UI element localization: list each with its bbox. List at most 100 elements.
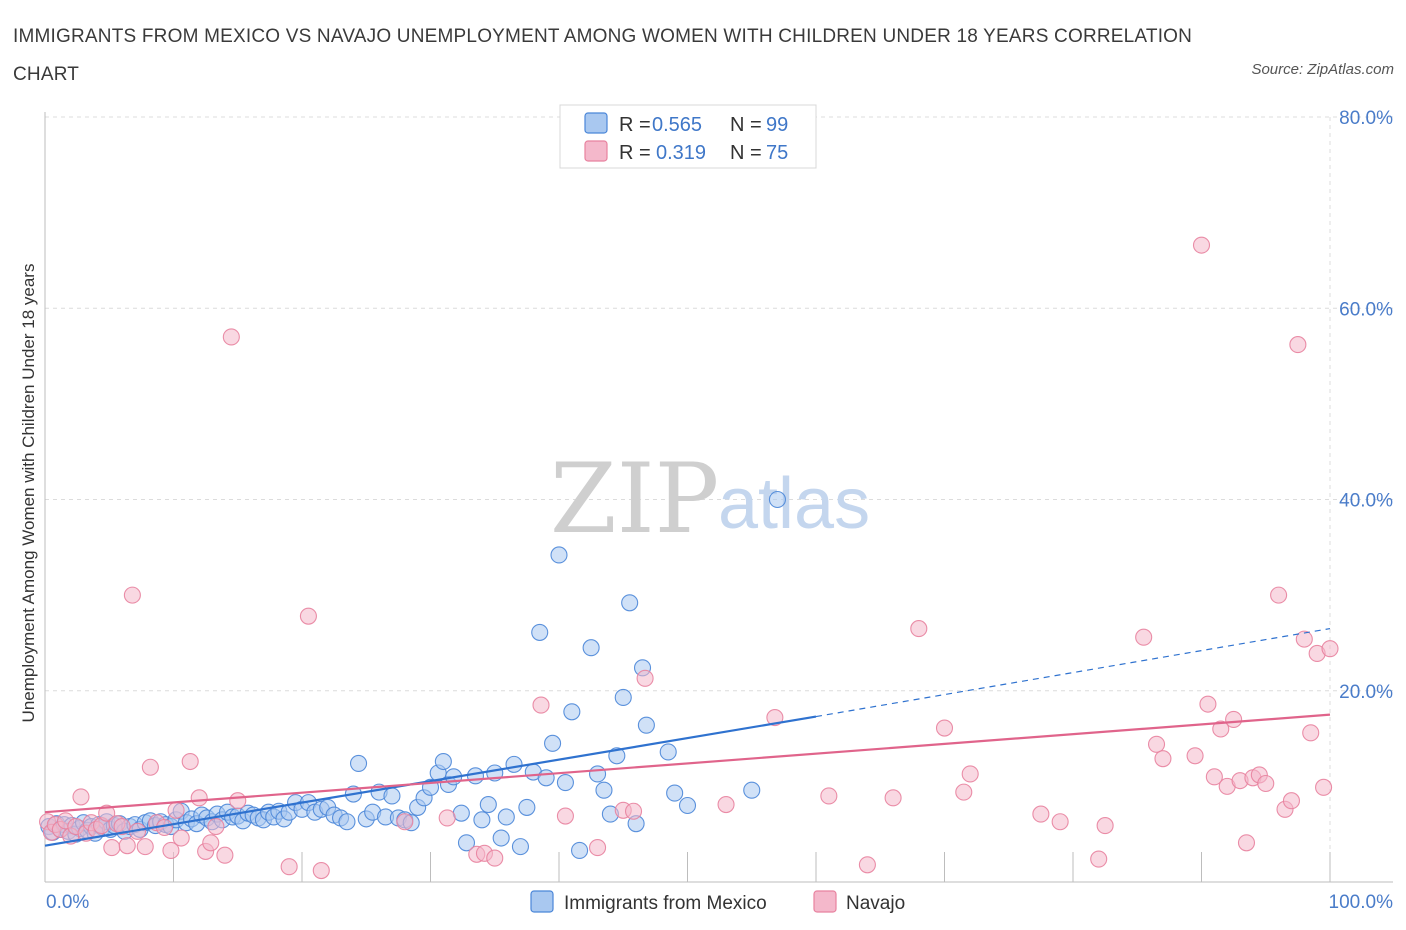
point-navajo-44 — [588, 839, 607, 857]
point-navajo-64 — [1186, 747, 1204, 765]
y-tick-label-40: 40.0% — [1339, 491, 1393, 512]
axes — [44, 112, 1393, 883]
point-mexico-96 — [571, 841, 589, 859]
trend-lines — [44, 628, 1331, 847]
point-navajo-47 — [636, 669, 654, 687]
legend-r-value-2: 0.319 — [656, 142, 706, 164]
point-navajo-34 — [280, 858, 298, 876]
point-navajo-70 — [1225, 710, 1243, 728]
point-mexico-81 — [473, 811, 491, 829]
x-tick-label-100: 100.0% — [1329, 892, 1394, 913]
point-mexico-87 — [511, 838, 530, 856]
legend-bottom-swatch-navajo — [813, 890, 837, 913]
legend-swatch-navajo — [584, 140, 608, 162]
point-navajo-83 — [1315, 778, 1333, 796]
point-mexico-111 — [768, 490, 787, 509]
point-mexico-90 — [531, 623, 549, 641]
legend-bottom-label-navajo: Navajo — [846, 893, 905, 914]
point-navajo-53 — [910, 620, 928, 638]
point-navajo-27 — [190, 789, 208, 807]
point-navajo-37 — [396, 813, 414, 831]
point-navajo-12 — [98, 804, 116, 822]
point-navajo-62 — [1147, 735, 1166, 753]
point-navajo-61 — [1135, 628, 1153, 646]
point-navajo-23 — [162, 841, 180, 859]
x-tick-label-0: 0.0% — [46, 892, 89, 913]
legend-n-value-2: 75 — [766, 142, 788, 164]
point-navajo-38 — [438, 809, 456, 827]
point-navajo-57 — [1032, 805, 1050, 823]
point-navajo-41 — [486, 849, 504, 867]
point-navajo-32 — [222, 328, 240, 346]
legend-n-label-1: N = — [730, 114, 762, 136]
y-tick-label-80: 80.0% — [1339, 108, 1393, 129]
y-tick-labels: 20.0% 40.0% 60.0% 80.0% — [1339, 108, 1393, 703]
point-navajo-49 — [766, 708, 784, 727]
point-navajo-19 — [136, 838, 154, 856]
point-navajo-50 — [820, 787, 838, 805]
point-navajo-55 — [955, 783, 973, 801]
point-mexico-98 — [588, 765, 607, 783]
point-mexico-93 — [550, 546, 568, 564]
legend-n-label-2: N = — [730, 142, 762, 164]
point-navajo-36 — [312, 861, 330, 880]
point-mexico-88 — [518, 798, 536, 816]
point-mexico-78 — [452, 804, 470, 822]
point-mexico-107 — [659, 743, 677, 761]
point-navajo-66 — [1199, 695, 1217, 713]
point-navajo-52 — [884, 789, 902, 807]
series-navajo — [39, 236, 1339, 880]
legend-bottom-swatch-mexico — [530, 890, 554, 913]
point-navajo-54 — [935, 719, 954, 737]
point-mexico-85 — [497, 808, 515, 826]
point-mexico-95 — [563, 703, 581, 721]
y-tick-label-60: 60.0% — [1339, 299, 1393, 320]
y-tick-label-20: 20.0% — [1339, 682, 1393, 703]
point-navajo-63 — [1154, 750, 1172, 768]
point-mexico-94 — [556, 773, 574, 792]
point-navajo-58 — [1051, 813, 1069, 831]
point-navajo-30 — [207, 817, 225, 836]
point-navajo-20 — [141, 758, 159, 776]
point-navajo-31 — [216, 846, 234, 864]
point-navajo-17 — [123, 586, 141, 604]
point-navajo-84 — [1321, 640, 1339, 658]
point-mexico-109 — [678, 796, 697, 815]
point-navajo-79 — [1289, 336, 1307, 354]
point-mexico-103 — [621, 594, 639, 612]
y-axis-label: Unemployment Among Women with Children U… — [19, 264, 38, 723]
point-navajo-48 — [717, 795, 735, 814]
point-mexico-82 — [479, 795, 497, 814]
point-navajo-81 — [1302, 724, 1320, 742]
point-navajo-59 — [1090, 850, 1108, 868]
chart-source: Source: ZipAtlas.com — [1251, 61, 1394, 78]
point-navajo-13 — [103, 839, 121, 857]
legend-top: R = 0.565 N = 99 R = 0.319 N = 75 — [559, 104, 817, 169]
point-navajo-65 — [1192, 236, 1211, 254]
point-navajo-56 — [961, 765, 979, 783]
point-navajo-15 — [113, 817, 131, 836]
point-navajo-51 — [858, 856, 876, 874]
point-navajo-7 — [72, 788, 90, 806]
legend-bottom-label-mexico: Immigrants from Mexico — [564, 893, 767, 914]
point-navajo-29 — [202, 834, 220, 852]
point-navajo-60 — [1096, 817, 1114, 835]
point-mexico-108 — [666, 784, 684, 802]
point-navajo-80 — [1295, 630, 1313, 648]
watermark-zip: ZIP — [550, 443, 719, 555]
point-mexico-84 — [492, 829, 510, 847]
point-mexico-80 — [466, 767, 485, 785]
trend-line-mexico — [44, 715, 817, 847]
point-navajo-46 — [624, 802, 643, 820]
point-navajo-72 — [1237, 834, 1256, 852]
point-mexico-62 — [349, 754, 368, 772]
legend-n-value-1: 99 — [766, 114, 788, 136]
point-navajo-26 — [181, 752, 199, 771]
legend-r-label-1: R = — [619, 114, 651, 136]
watermark-atlas: atlas — [718, 464, 870, 544]
legend-r-value-1: 0.565 — [652, 114, 702, 136]
point-navajo-16 — [118, 837, 136, 855]
point-navajo-25 — [172, 829, 190, 847]
point-navajo-24 — [167, 801, 185, 819]
legend-bottom: Immigrants from Mexico Navajo — [530, 890, 905, 914]
